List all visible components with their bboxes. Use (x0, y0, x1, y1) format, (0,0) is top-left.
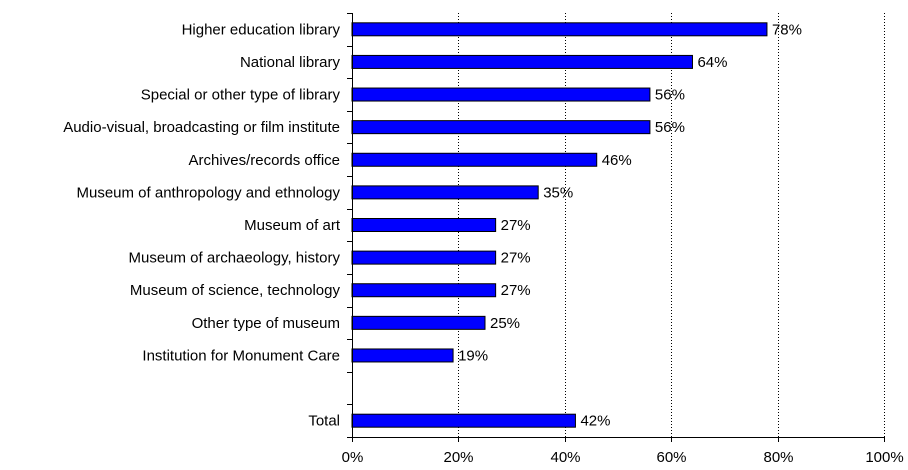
category-label-7: Museum of archaeology, history (129, 250, 341, 267)
category-label-10: Institution for Monument Care (142, 347, 340, 364)
value-label-3: 56% (655, 119, 685, 136)
bar-1 (351, 54, 693, 69)
category-label-5: Museum of anthropology and ethnology (76, 184, 340, 201)
value-label-2: 56% (655, 87, 685, 104)
value-label-5: 35% (543, 184, 573, 201)
category-label-4: Archives/records office (189, 152, 340, 169)
x-tick-label-40: 40% (550, 449, 580, 466)
bar-12 (351, 413, 576, 428)
category-label-9: Other type of museum (192, 315, 340, 332)
labels: 78% Higher education library 64% National l… (63, 21, 903, 466)
x-tick-label-80: 80% (763, 449, 793, 466)
bar-10 (351, 348, 454, 363)
bar-9 (351, 315, 486, 330)
category-label-0: Higher education library (182, 21, 341, 38)
value-label-6: 27% (501, 217, 531, 234)
bar-3 (351, 120, 651, 135)
bar-5 (351, 185, 539, 200)
value-label-7: 27% (501, 250, 531, 267)
bar-7 (351, 250, 497, 265)
value-label-10: 19% (458, 347, 488, 364)
value-label-1: 64% (697, 54, 727, 71)
bar-4 (351, 152, 598, 167)
bar-6 (351, 218, 497, 232)
category-label-2: Special or other type of library (141, 87, 341, 104)
category-label-3: Audio-visual, broadcasting or film insti… (63, 119, 340, 136)
category-label-6: Museum of art (244, 217, 341, 234)
bar-8 (351, 283, 497, 298)
value-label-12: 42% (580, 413, 610, 430)
axes (347, 13, 885, 442)
category-label-1: National library (240, 54, 341, 71)
category-label-12: Total (308, 413, 340, 430)
bars (351, 22, 768, 428)
value-label-4: 46% (602, 152, 632, 169)
category-label-8: Museum of science, technology (130, 282, 341, 299)
bar-0 (351, 22, 768, 37)
x-tick-label-100: 100% (865, 449, 903, 466)
x-tick-label-20: 20% (443, 449, 473, 466)
x-tick-label-60: 60% (656, 449, 686, 466)
value-label-8: 27% (501, 282, 531, 299)
bar-2 (351, 87, 651, 102)
value-label-9: 25% (490, 315, 520, 332)
x-tick-label-0: 0% (342, 449, 364, 466)
value-label-0: 78% (772, 21, 802, 38)
